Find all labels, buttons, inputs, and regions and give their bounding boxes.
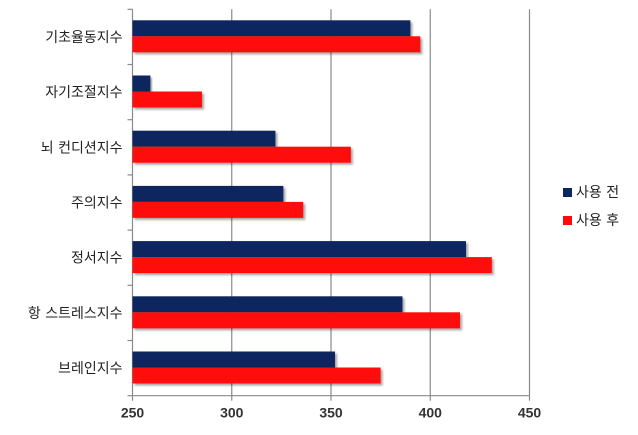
legend-label: 사용 후 [576, 213, 619, 229]
bar-before [132, 296, 403, 313]
bar-after [132, 201, 304, 218]
x-tick-label: 300 [220, 405, 244, 421]
bar-after [132, 312, 461, 329]
bar-before [132, 351, 335, 368]
category-label: 브레인지수 [58, 361, 123, 377]
bar-before [132, 20, 411, 37]
bar-after [132, 91, 202, 108]
bar-after [132, 36, 421, 53]
x-tick-label: 400 [419, 405, 443, 421]
bar-before [132, 130, 276, 147]
bar-after [132, 257, 492, 274]
bar-after [132, 146, 351, 163]
category-label: 뇌 컨디션지수 [41, 140, 123, 156]
bar-before [132, 241, 466, 258]
x-tick-label: 250 [121, 405, 145, 421]
legend-label: 사용 전 [576, 185, 619, 201]
bar-after [132, 367, 381, 384]
x-tick-label: 450 [518, 405, 542, 421]
legend-swatch [563, 188, 572, 197]
bar-before [132, 185, 284, 202]
legend-swatch [563, 216, 572, 225]
category-label: 기초율동지수 [45, 30, 122, 46]
category-label: 자기조절지수 [45, 85, 122, 101]
x-tick-label: 350 [319, 405, 343, 421]
bar-before [132, 75, 151, 92]
category-label: 주의지수 [71, 196, 123, 212]
category-label: 항 스트레스지수 [28, 306, 123, 322]
category-label: 정서지수 [71, 251, 123, 267]
